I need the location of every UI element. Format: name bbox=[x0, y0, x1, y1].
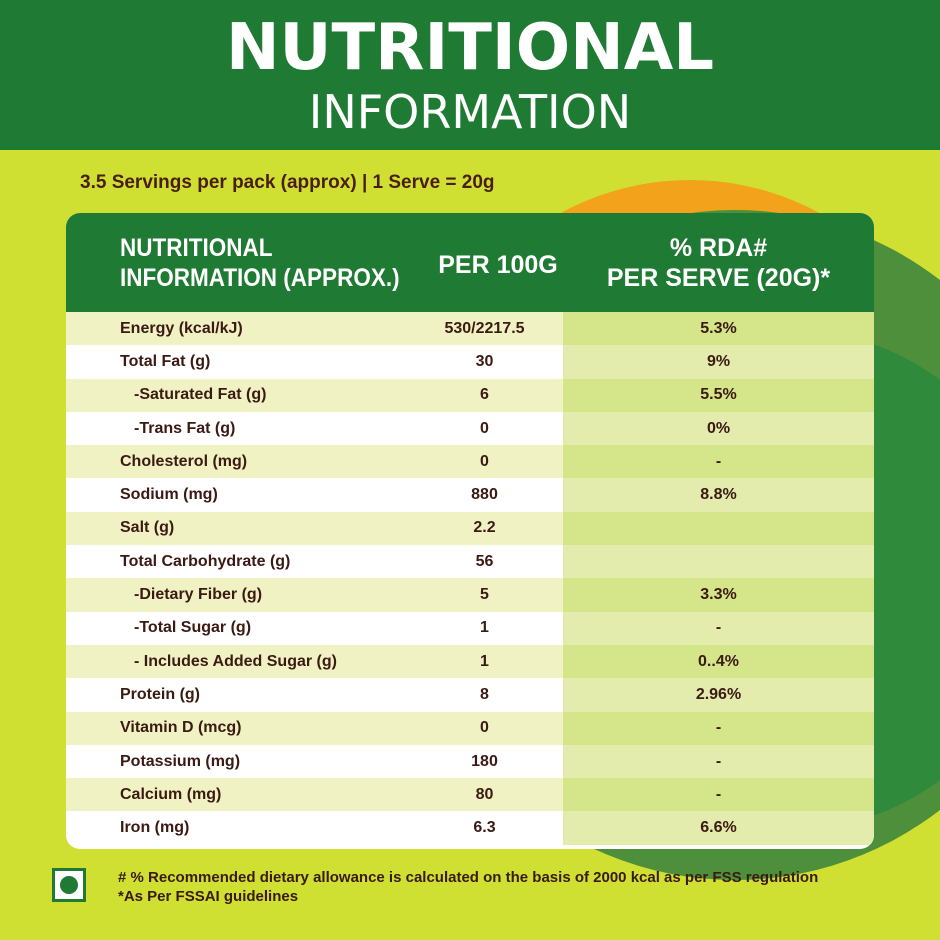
rda-value: - bbox=[563, 445, 874, 479]
table-row: Total Carbohydrate (g) 56 bbox=[66, 545, 874, 579]
per-100g-value: 0 bbox=[480, 452, 489, 470]
footer: # % Recommended dietary allowance is cal… bbox=[52, 868, 818, 906]
nutrient-name: -Dietary Fiber (g) bbox=[134, 586, 263, 604]
per-100g-value: 2.2 bbox=[473, 519, 496, 537]
table-row: Energy (kcal/kJ) 530/2217.5 5.3% bbox=[66, 312, 874, 346]
table-row: -Saturated Fat (g) 6 5.5% bbox=[66, 378, 874, 412]
table-row: Potassium (mg) 180 - bbox=[66, 744, 874, 779]
column-header-per-100g: PER 100G bbox=[438, 251, 558, 279]
per-100g-value: 6.3 bbox=[473, 819, 496, 837]
footnote-rda: # % Recommended dietary allowance is cal… bbox=[118, 869, 819, 886]
rda-value: - bbox=[563, 778, 874, 812]
nutrient-name: Protein (g) bbox=[120, 685, 200, 703]
nutrient-name: Energy (kcal/kJ) bbox=[120, 319, 243, 337]
nutrient-name: Iron (mg) bbox=[120, 819, 190, 837]
per-100g-value: 180 bbox=[471, 752, 498, 770]
per-100g-value: 56 bbox=[475, 552, 494, 570]
page-subtitle: INFORMATION bbox=[308, 85, 632, 139]
veg-dot-icon bbox=[60, 876, 78, 894]
table-row: Sodium (mg) 880 8.8% bbox=[66, 478, 874, 512]
nutrient-name: Total Carbohydrate (g) bbox=[120, 552, 291, 570]
nutrient-name: Total Fat (g) bbox=[120, 352, 211, 370]
per-100g-value: 0 bbox=[480, 419, 489, 437]
column-header-rda: % RDA# PER SERVE (20G)* bbox=[606, 234, 831, 292]
rda-value bbox=[563, 511, 874, 546]
table-row: -Trans Fat (g) 0 0% bbox=[66, 411, 874, 446]
table-row: Salt (g) 2.2 bbox=[66, 511, 874, 546]
nutrient-name: Cholesterol (mg) bbox=[120, 452, 248, 470]
rda-value: 0..4% bbox=[563, 644, 874, 679]
rda-value: 8.8% bbox=[563, 478, 874, 512]
per-100g-value: 30 bbox=[475, 352, 494, 370]
table-row: Cholesterol (mg) 0 - bbox=[66, 445, 874, 479]
footnotes: # % Recommended dietary allowance is cal… bbox=[118, 868, 818, 906]
per-100g-value: 880 bbox=[471, 486, 498, 504]
table-row: Vitamin D (mcg) 0 - bbox=[66, 711, 874, 745]
footnote-fssai: *As Per FSSAI guidelines bbox=[118, 888, 299, 905]
page-header: NUTRITIONAL INFORMATION bbox=[0, 0, 940, 150]
rda-value: 3.3% bbox=[563, 578, 874, 612]
per-100g-value: 530/2217.5 bbox=[444, 319, 525, 337]
nutrient-name: Vitamin D (mcg) bbox=[120, 719, 242, 737]
per-100g-value: 80 bbox=[475, 785, 494, 803]
table-body: Energy (kcal/kJ) 530/2217.5 5.3% Total Fat … bbox=[66, 312, 874, 845]
table-row: Protein (g) 8 2.96% bbox=[66, 678, 874, 712]
rda-value: 5.5% bbox=[563, 378, 874, 412]
rda-value: - bbox=[563, 711, 874, 745]
page-title: NUTRITIONAL bbox=[225, 11, 715, 85]
per-100g-value: 6 bbox=[480, 386, 489, 404]
per-100g-value: 8 bbox=[480, 685, 489, 703]
table-row: Calcium (mg) 80 - bbox=[66, 778, 874, 812]
per-100g-value: 1 bbox=[480, 652, 489, 670]
column-header-nutrient: NUTRITIONAL INFORMATION (APPROX.) bbox=[120, 234, 400, 292]
rda-value bbox=[563, 545, 874, 579]
nutrient-name: Potassium (mg) bbox=[120, 752, 241, 770]
table-header: NUTRITIONAL INFORMATION (APPROX.) PER 10… bbox=[66, 213, 874, 312]
table-row: - Includes Added Sugar (g) 1 0..4% bbox=[66, 644, 874, 679]
table-row: Total Fat (g) 30 9% bbox=[66, 345, 874, 379]
rda-value: 6.6% bbox=[563, 811, 874, 845]
table-row: Iron (mg) 6.3 6.6% bbox=[66, 811, 874, 845]
nutrient-name: -Saturated Fat (g) bbox=[134, 386, 267, 404]
nutrient-name: Salt (g) bbox=[120, 519, 175, 537]
rda-value: - bbox=[563, 744, 874, 779]
nutrition-table: NUTRITIONAL INFORMATION (APPROX.) PER 10… bbox=[66, 213, 874, 849]
servings-info: 3.5 Servings per pack (approx) | 1 Serve… bbox=[80, 172, 495, 193]
nutrient-name: Calcium (mg) bbox=[120, 785, 222, 803]
nutrient-name: -Total Sugar (g) bbox=[134, 619, 252, 637]
nutrient-name: - Includes Added Sugar (g) bbox=[134, 652, 337, 670]
veg-symbol-icon bbox=[52, 868, 86, 902]
per-100g-value: 5 bbox=[480, 586, 489, 604]
per-100g-value: 1 bbox=[480, 619, 489, 637]
nutrient-name: Sodium (mg) bbox=[120, 486, 218, 504]
rda-value: 5.3% bbox=[563, 312, 874, 346]
nutrient-name: -Trans Fat (g) bbox=[134, 419, 236, 437]
table-row: -Dietary Fiber (g) 5 3.3% bbox=[66, 578, 874, 612]
rda-value: - bbox=[563, 611, 874, 645]
table-row: -Total Sugar (g) 1 - bbox=[66, 611, 874, 645]
rda-value: 9% bbox=[563, 345, 874, 379]
rda-value: 2.96% bbox=[563, 678, 874, 712]
rda-value: 0% bbox=[563, 411, 874, 446]
per-100g-value: 0 bbox=[480, 719, 489, 737]
